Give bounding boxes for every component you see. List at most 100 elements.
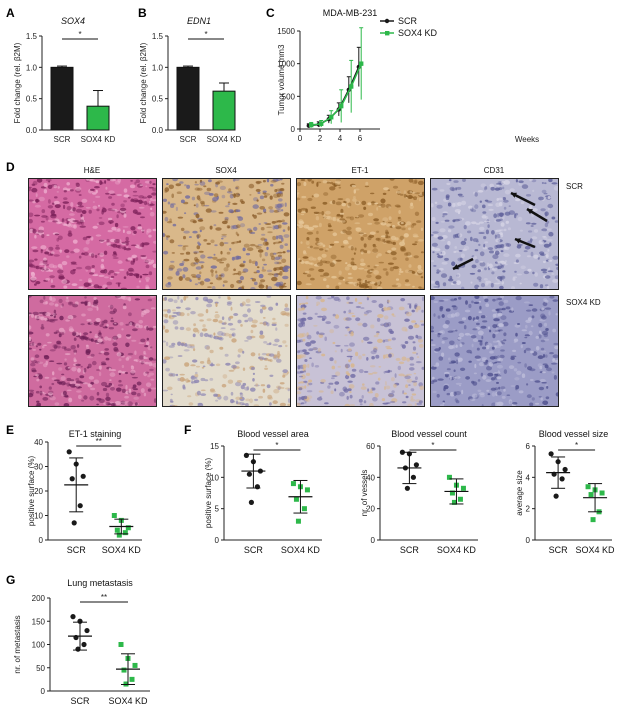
chart-f3-sig-label: * (575, 441, 578, 450)
column-label-cd31: CD31 (483, 166, 505, 175)
chart-f1-ytick-label: 0 (215, 536, 220, 545)
chart-f3-ytick-label: 6 (526, 442, 531, 451)
tissue-texture (431, 296, 558, 406)
chart-f3-ylabel: average size (515, 470, 524, 516)
chart-f3-xtick-label: SCR (549, 545, 569, 555)
chart-f3-ytick-label: 0 (526, 536, 531, 545)
tissue-texture (29, 296, 156, 406)
chart-e-ytick-label: 20 (34, 487, 43, 496)
vessel-arrowhead (527, 209, 533, 215)
chart-f3-xtick-label: SOX4 KD (576, 545, 616, 555)
chart-f2-point-kd (460, 485, 466, 491)
chart-f1-ytick-label: 5 (215, 505, 220, 514)
row-label-kd: SOX4 KD (566, 298, 601, 307)
chart-e-xtick-label: SCR (67, 545, 87, 555)
chart-f1-point-scr (254, 484, 260, 490)
column-label-et1: ET-1 (351, 166, 369, 175)
chart-e-ylabel: positive surface (%) (27, 456, 36, 527)
chart-a-xtick-label: SOX4 KD (81, 135, 116, 144)
micrograph-he-scr (28, 178, 157, 290)
chart-e-ytick-label: 40 (34, 438, 43, 447)
column-label-he: H&E (83, 166, 101, 175)
tissue-texture (163, 296, 290, 406)
chart-f2-ylabel: nr. of vessels (360, 470, 369, 517)
tissue-texture (297, 179, 424, 289)
chart-f1-sig-label: * (275, 441, 278, 450)
panel-letter-d: D (6, 160, 15, 174)
vessel-arrowhead (511, 192, 517, 198)
chart-g-ytick-label: 150 (32, 617, 46, 626)
chart-g-point-kd (121, 667, 127, 673)
chart-f1-ylabel: positive surface (%) (204, 458, 213, 529)
chart-b-ytick-label: 0.0 (152, 126, 164, 135)
chart-f1-xtick-label: SCR (244, 545, 264, 555)
chart-g-ytick-label: 0 (41, 687, 46, 696)
chart-c-point-kd (349, 84, 354, 89)
chart-a-ytick-label: 0.0 (26, 126, 38, 135)
chart-f3-title: Blood vessel size (539, 429, 609, 439)
chart-g-point-scr (81, 641, 87, 648)
chart-e-point-kd (114, 527, 120, 533)
chart-e-xtick-label: SOX4 KD (102, 545, 142, 555)
chart-f1-point-scr (243, 452, 249, 458)
chart-f2-point-scr (413, 462, 419, 468)
panel-letter-g: G (6, 573, 16, 587)
chart-e-point-scr (77, 503, 83, 509)
chart-c-point-kd (309, 122, 314, 128)
chart-b-title: EDN1 (187, 16, 211, 26)
micrograph-sox4-scr (162, 178, 291, 290)
chart-f3-point-scr (553, 493, 559, 499)
chart-e-point-scr (69, 476, 75, 482)
chart-e-sig-label: ** (96, 437, 102, 446)
chart-f2-title: Blood vessel count (391, 429, 467, 439)
chart-a-sig-label: * (78, 30, 81, 39)
chart-f2-xtick-label: SCR (400, 545, 420, 555)
chart-a-xtick-label: SCR (54, 135, 71, 144)
chart-c-legend-label-scr: SCR (398, 16, 418, 26)
chart-f3-point-kd (585, 484, 591, 490)
chart-f1-point-kd (295, 518, 301, 524)
chart-c-point-kd (359, 61, 364, 66)
vessel-arrowhead (515, 238, 521, 244)
chart-f2-ytick-label: 20 (366, 505, 375, 514)
panel-letter-f: F (184, 423, 192, 437)
chart-e-point-scr (66, 449, 72, 455)
chart-e-title: ET-1 staining (69, 429, 122, 439)
chart-f1-point-kd (304, 487, 310, 493)
chart-f2-point-scr (404, 485, 410, 491)
chart-f3-point-scr (548, 451, 554, 457)
chart-f3-point-kd (590, 517, 596, 523)
row-label-scr: SCR (566, 182, 583, 191)
chart-b-bar-scr (176, 66, 200, 131)
chart-e-point-kd (116, 532, 122, 538)
chart-a-ytick-label: 0.5 (26, 95, 38, 104)
panel-letter-e: E (6, 423, 15, 437)
chart-b-xtick-label: SCR (180, 135, 197, 144)
chart-f2-point-kd (449, 490, 455, 496)
chart-g-ytick-label: 50 (36, 664, 45, 673)
chart-b-ylabel: Fold change (rel. β2M) (139, 42, 148, 123)
chart-c-legend-label-kd: SOX4 KD (398, 28, 438, 38)
column-label-sox4: SOX4 (215, 166, 237, 175)
chart-f3-point-scr (562, 466, 568, 473)
chart-b-xtick-label: SOX4 KD (207, 135, 242, 144)
micrograph-et1-kd (296, 295, 425, 407)
tissue-texture (431, 179, 558, 289)
chart-g-ytick-label: 100 (32, 641, 46, 650)
chart-f2-ytick-label: 0 (371, 536, 376, 545)
chart-c-xtick-label: 0 (298, 134, 303, 143)
tissue-texture (163, 179, 290, 289)
tissue-texture (297, 296, 424, 406)
micrograph-he-kd (28, 295, 157, 407)
chart-f1-point-kd (301, 506, 307, 512)
chart-e-ytick-label: 0 (39, 536, 44, 545)
chart-c-legend-marker-kd (385, 31, 390, 36)
chart-c-ytick-label: 1000 (277, 60, 295, 69)
chart-g-point-kd (132, 662, 138, 668)
micrograph-sox4-kd (162, 295, 291, 407)
chart-e-point-scr (80, 473, 86, 479)
chart-c-point-kd (339, 103, 344, 109)
chart-c-ylabel: Tumor volume mm3 (277, 44, 286, 115)
chart-c-series-line-kd (311, 63, 362, 126)
chart-a-bar-kd (86, 105, 110, 131)
